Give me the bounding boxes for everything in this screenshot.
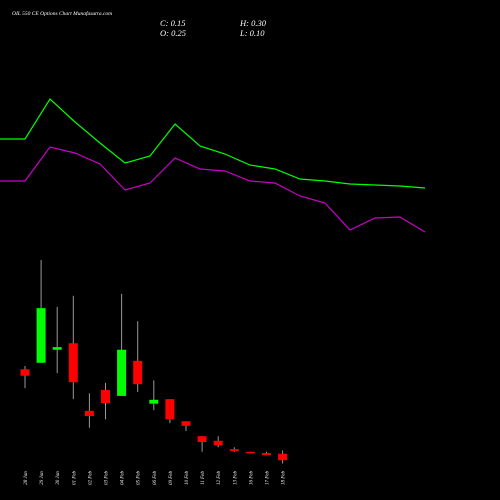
chart-title: OIL 550 CE Options Chart Munafasutra.com [12,10,112,17]
candle-body [213,440,223,446]
x-tick-label: 04 Feb [121,470,126,485]
high-label: H: 0.30 [239,18,267,28]
x-tick-label: 03 Feb [105,470,110,485]
indicator-line [0,98,426,189]
x-tick-label: 05 Feb [137,470,142,485]
x-tick-label: 28 Jan [24,471,29,485]
x-tick-label: 10 Feb [185,470,190,485]
x-tick-label: 13 Feb [233,470,238,485]
candle-body [229,449,239,452]
candle-body [133,360,143,385]
x-tick-label: 12 Feb [217,470,222,485]
x-tick-label: 11 Feb [201,471,206,485]
x-tick-label: 16 Feb [249,470,254,485]
candle-body [36,308,46,363]
x-tick-label: 30 Jan [56,471,61,485]
x-tick-label: 18 Feb [282,470,287,485]
x-tick-label: 01 Feb [72,470,77,485]
candle-body [245,451,255,454]
candle-body [165,399,175,420]
x-tick-label: 29 Jan [40,471,45,485]
open-label: O: 0.25 [160,28,186,38]
close-label: C: 0.15 [160,18,186,28]
candle-body [101,390,110,404]
x-tick-label: 17 Feb [266,470,271,485]
candle-body [84,410,94,417]
candle-body [262,453,271,456]
candle-body [68,343,78,383]
x-tick-label: 09 Feb [169,470,174,485]
candle-body [278,453,288,461]
x-tick-label: 02 Feb [88,470,93,485]
candle-body [20,369,30,376]
candle-body [181,421,191,426]
low-label: L: 0.10 [239,28,265,38]
candle-body [117,349,127,396]
candle-body [52,347,62,350]
candle-body [149,399,159,404]
indicator-line [0,146,426,233]
x-tick-label: 06 Feb [153,470,158,485]
candle-body [197,436,207,443]
